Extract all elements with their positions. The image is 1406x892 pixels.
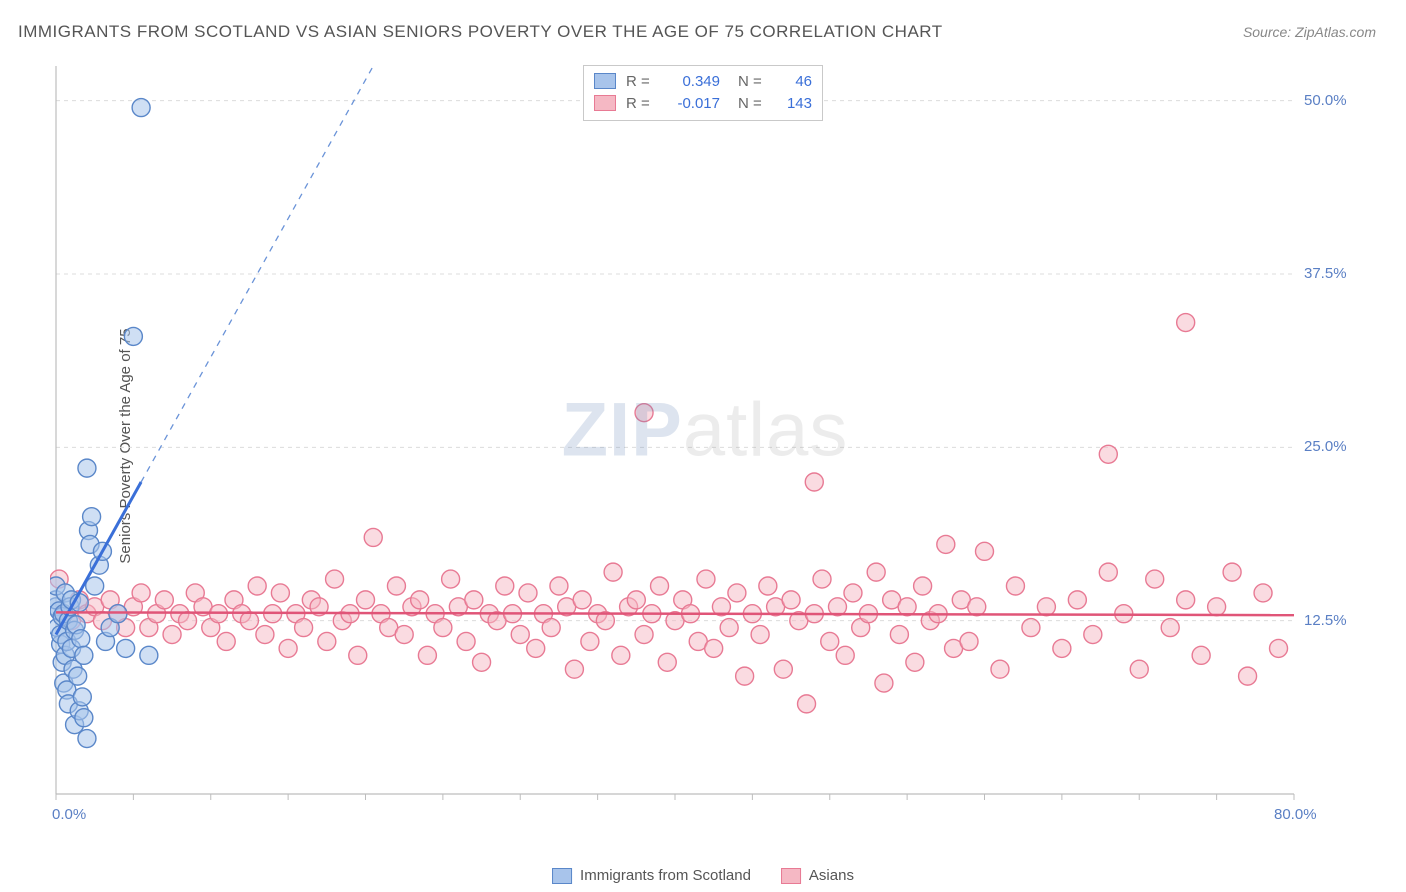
legend-swatch — [594, 95, 616, 111]
source-attribution: Source: ZipAtlas.com — [1243, 24, 1376, 40]
legend-swatch — [781, 868, 801, 884]
legend-label: Asians — [809, 867, 854, 884]
correlation-stats-legend: R =0.349N =46R =-0.017N =143 — [583, 65, 823, 121]
chart-title: IMMIGRANTS FROM SCOTLAND VS ASIAN SENIOR… — [18, 22, 943, 42]
legend-label: Immigrants from Scotland — [580, 867, 751, 884]
r-value: -0.017 — [664, 95, 720, 112]
plot-area: ZIPatlas — [50, 60, 1360, 830]
y-tick-label: 25.0% — [1304, 438, 1347, 455]
legend-item: Immigrants from Scotland — [552, 867, 751, 884]
series-legend: Immigrants from Scotland Asians — [552, 867, 854, 884]
y-tick-label: 12.5% — [1304, 612, 1347, 629]
y-tick-label: 50.0% — [1304, 92, 1347, 109]
r-value: 0.349 — [664, 73, 720, 90]
legend-swatch — [552, 868, 572, 884]
y-tick-label: 37.5% — [1304, 265, 1347, 282]
stats-legend-row: R =-0.017N =143 — [594, 92, 812, 114]
n-value: 46 — [776, 73, 812, 90]
x-tick-end: 80.0% — [1274, 806, 1317, 823]
legend-item: Asians — [781, 867, 854, 884]
x-tick-start: 0.0% — [52, 806, 86, 823]
legend-swatch — [594, 73, 616, 89]
n-value: 143 — [776, 95, 812, 112]
stats-legend-row: R =0.349N =46 — [594, 70, 812, 92]
scatter-plot-svg — [50, 60, 1360, 830]
